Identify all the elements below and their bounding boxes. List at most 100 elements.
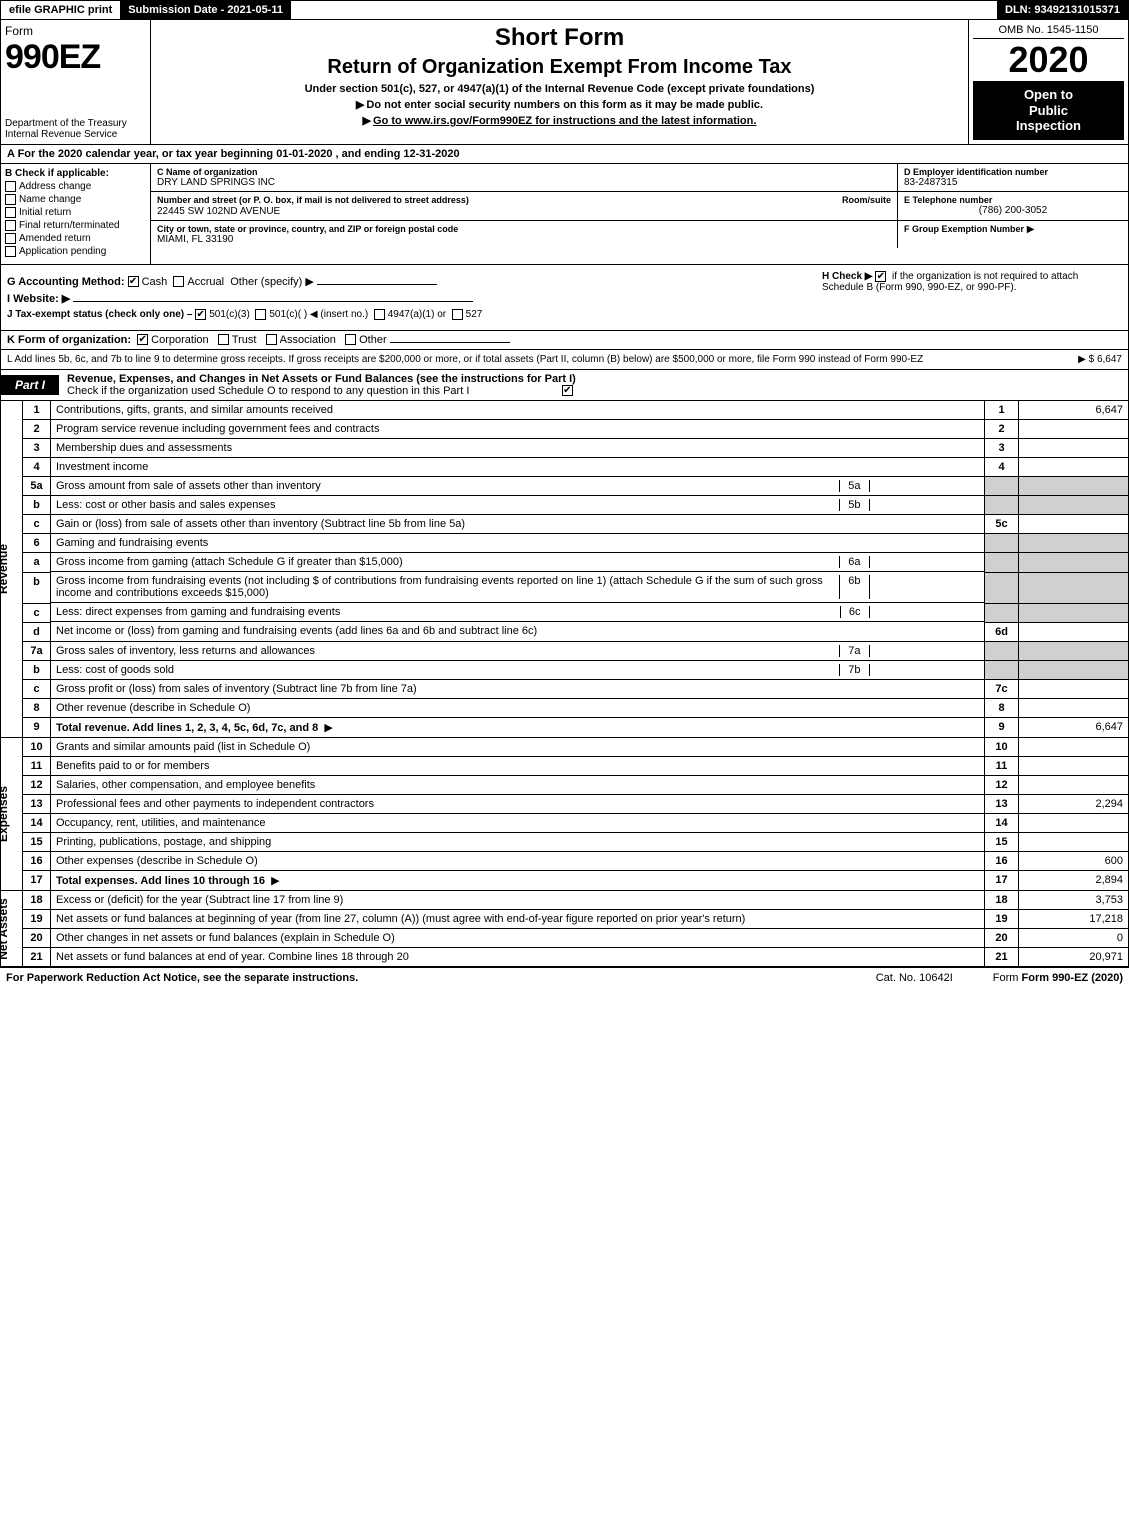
revenue-vlabel-cell: Revenue — [1, 401, 23, 738]
line-1: Revenue 1Contributions, gifts, grants, a… — [1, 401, 1129, 420]
return-title: Return of Organization Exempt From Incom… — [155, 56, 964, 79]
goto-url[interactable]: Go to www.irs.gov/Form990EZ for instruct… — [373, 115, 756, 127]
netassets-vlabel-cell: Net Assets — [1, 891, 23, 967]
line-9: 9Total revenue. Add lines 1, 2, 3, 4, 5c… — [1, 718, 1129, 738]
line-2: 2Program service revenue including gover… — [1, 419, 1129, 438]
line-6b: bGross income from fundraising events (n… — [1, 572, 1129, 603]
cb-application-pending[interactable]: Application pending — [5, 246, 146, 257]
c-name-label: C Name of organization — [157, 167, 891, 177]
city-cell: City or town, state or province, country… — [151, 221, 898, 248]
org-name-cell: C Name of organization DRY LAND SPRINGS … — [151, 164, 898, 191]
l-text: L Add lines 5b, 6c, and 7b to line 9 to … — [7, 354, 923, 365]
no-ssn-warning: Do not enter social security numbers on … — [155, 98, 964, 111]
d-ein-label: D Employer identification number — [904, 167, 1122, 177]
other-org-input[interactable] — [390, 342, 510, 343]
ein-value: 83-2487315 — [904, 177, 1122, 188]
room-suite-label: Room/suite — [842, 195, 891, 205]
cash-label: Cash — [142, 276, 168, 288]
cb-address-change[interactable]: Address change — [5, 181, 146, 192]
l-amount: $ 6,647 — [1089, 354, 1122, 365]
line-3: 3Membership dues and assessments3 — [1, 438, 1129, 457]
part1-subtitle: Check if the organization used Schedule … — [67, 385, 469, 397]
line-7b: bLess: cost of goods sold7b — [1, 661, 1129, 680]
line-17: 17Total expenses. Add lines 10 through 1… — [1, 871, 1129, 891]
netassets-label: Net Assets — [0, 898, 10, 960]
col-b-title: B Check if applicable: — [5, 168, 146, 179]
g-label: G Accounting Method: — [7, 276, 125, 288]
header-right: OMB No. 1545-1150 2020 Open to Public In… — [968, 20, 1128, 144]
cb-initial-return[interactable]: Initial return — [5, 207, 146, 218]
line-7a: 7aGross sales of inventory, less returns… — [1, 641, 1129, 661]
open-line3: Inspection — [1016, 118, 1081, 133]
cb-schedule-o[interactable] — [562, 385, 573, 396]
website-input[interactable] — [73, 301, 473, 302]
under-section: Under section 501(c), 527, or 4947(a)(1)… — [155, 83, 964, 95]
cb-trust[interactable] — [218, 334, 229, 345]
opt-4947: 4947(a)(1) or — [388, 309, 446, 320]
cb-4947[interactable] — [374, 309, 385, 320]
opt-corp: Corporation — [151, 334, 208, 346]
dept-treasury: Department of the Treasury Internal Reve… — [5, 118, 127, 140]
financial-table: Revenue 1Contributions, gifts, grants, a… — [0, 401, 1129, 968]
cb-501c[interactable] — [255, 309, 266, 320]
line-6c: cLess: direct expenses from gaming and f… — [1, 603, 1129, 622]
paperwork-notice: For Paperwork Reduction Act Notice, see … — [6, 972, 358, 984]
cb-accrual[interactable] — [173, 276, 184, 287]
line-8: 8Other revenue (describe in Schedule O)8 — [1, 699, 1129, 718]
k-label: K Form of organization: — [7, 334, 131, 346]
column-b-checkboxes: B Check if applicable: Address change Na… — [1, 164, 151, 264]
column-cdef: C Name of organization DRY LAND SPRINGS … — [151, 164, 1128, 264]
line-4: 4Investment income4 — [1, 457, 1129, 476]
arrow-icon: ▶ — [1027, 224, 1035, 235]
address-cell: Number and street (or P. O. box, if mail… — [151, 192, 898, 220]
row-k: K Form of organization: Corporation Trus… — [0, 331, 1129, 350]
h-checkbox[interactable] — [875, 271, 886, 282]
short-form-title: Short Form — [155, 24, 964, 52]
opt-trust: Trust — [232, 334, 257, 346]
catalog-number: Cat. No. 10642I — [876, 972, 953, 984]
line-7c: cGross profit or (loss) from sales of in… — [1, 680, 1129, 699]
f-group-label: F Group Exemption Number — [904, 224, 1024, 234]
irs-label: Internal Revenue Service — [5, 129, 117, 140]
row-a-tax-year: A For the 2020 calendar year, or tax yea… — [0, 145, 1129, 164]
opt-other: Other — [359, 334, 387, 346]
row-h: H Check ▶ if the organization is not req… — [822, 271, 1122, 293]
line-5c: cGain or (loss) from sale of assets othe… — [1, 515, 1129, 534]
row-i: I Website: ▶ — [7, 292, 1122, 305]
street-address: 22445 SW 102ND AVENUE — [157, 206, 891, 217]
opt-assoc: Association — [280, 334, 336, 346]
expenses-label: Expenses — [0, 786, 10, 842]
accrual-label: Accrual — [187, 276, 224, 288]
opt-501c3: 501(c)(3) — [209, 309, 250, 320]
cb-other-org[interactable] — [345, 334, 356, 345]
row-j: J Tax-exempt status (check only one) – 5… — [7, 309, 1122, 320]
row-l: L Add lines 5b, 6c, and 7b to line 9 to … — [0, 350, 1129, 370]
line-6: 6Gaming and fundraising events — [1, 534, 1129, 553]
header-middle: Short Form Return of Organization Exempt… — [151, 20, 968, 144]
ein-cell: D Employer identification number 83-2487… — [898, 164, 1128, 191]
cb-527[interactable] — [452, 309, 463, 320]
opt-527: 527 — [466, 309, 483, 320]
group-exemption-cell: F Group Exemption Number ▶ — [898, 221, 1128, 248]
cb-cash[interactable] — [128, 276, 139, 287]
goto-link[interactable]: Go to www.irs.gov/Form990EZ for instruct… — [155, 114, 964, 127]
cb-corporation[interactable] — [137, 334, 148, 345]
line-12: 12Salaries, other compensation, and empl… — [1, 776, 1129, 795]
open-line1: Open to — [1024, 87, 1073, 102]
cb-amended-return[interactable]: Amended return — [5, 233, 146, 244]
open-line2: Public — [1029, 103, 1068, 118]
cb-final-return[interactable]: Final return/terminated — [5, 220, 146, 231]
other-specify-input[interactable] — [317, 284, 437, 285]
efile-print-label[interactable]: efile GRAPHIC print — [1, 1, 120, 19]
i-label: I Website: ▶ — [7, 293, 70, 305]
e-phone-label: E Telephone number — [904, 195, 1122, 205]
dept-label: Department of the Treasury — [5, 118, 127, 129]
cb-501c3[interactable] — [195, 309, 206, 320]
header-left: Form 990EZ Department of the Treasury In… — [1, 20, 151, 144]
org-name: DRY LAND SPRINGS INC — [157, 177, 891, 188]
cb-name-change[interactable]: Name change — [5, 194, 146, 205]
part1-tag: Part I — [1, 375, 59, 395]
cb-association[interactable] — [266, 334, 277, 345]
part1-header: Part I Revenue, Expenses, and Changes in… — [0, 370, 1129, 401]
form-word: Form — [5, 24, 146, 38]
